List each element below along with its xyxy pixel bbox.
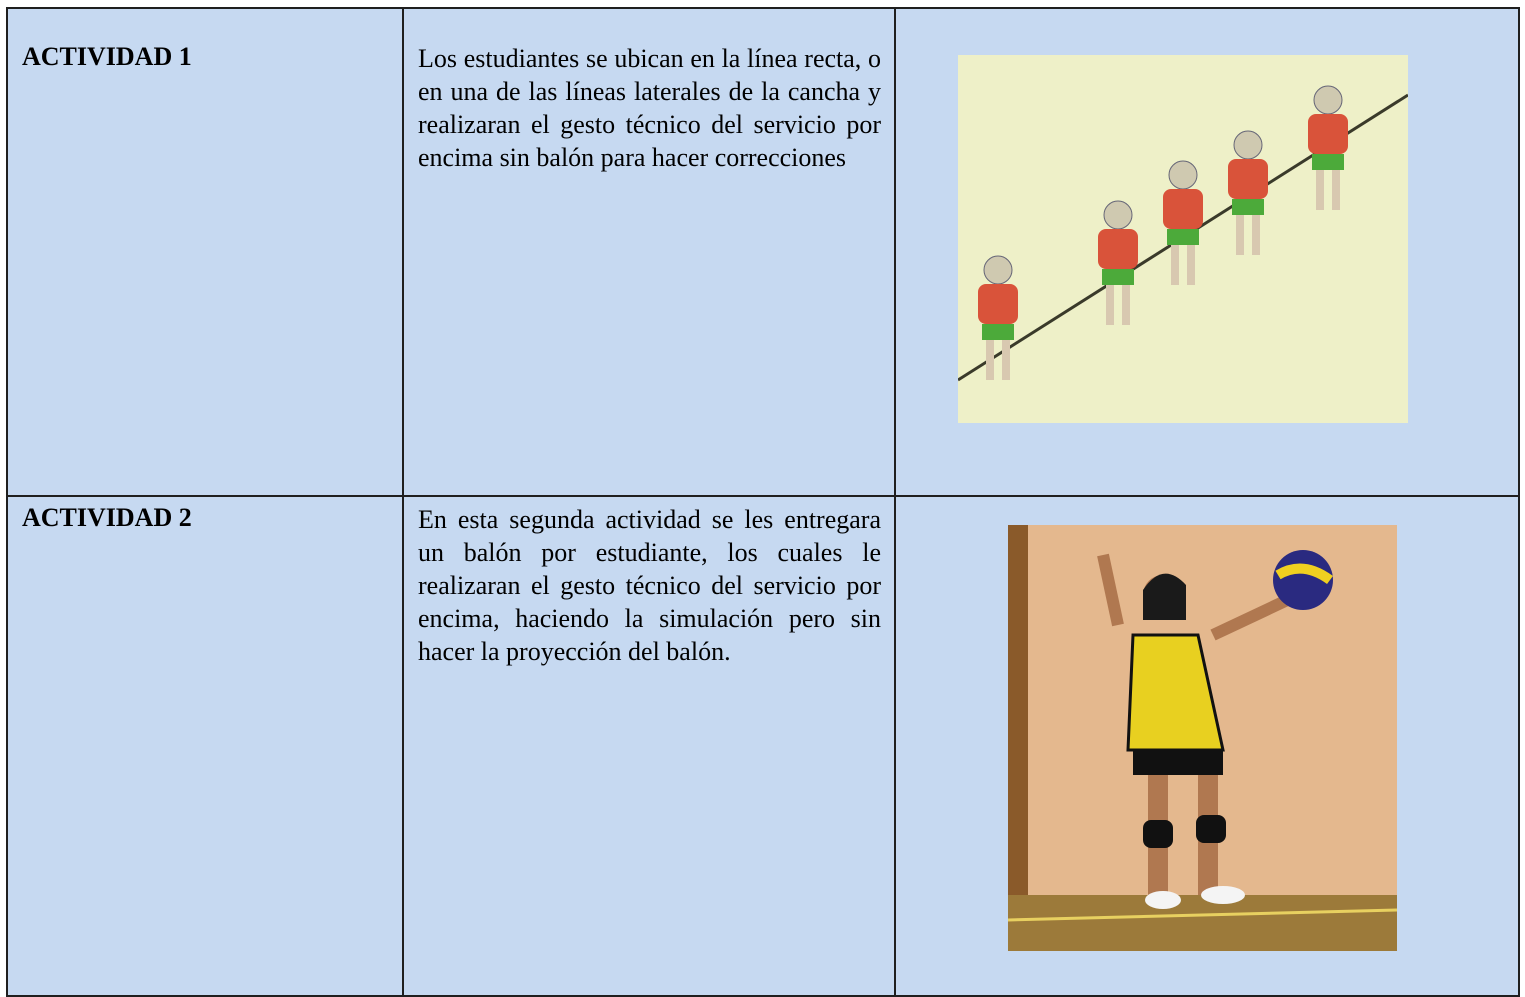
activity-label: ACTIVIDAD 1 <box>22 42 192 71</box>
volleyball-player-image <box>1008 525 1397 951</box>
activity-description: En esta segunda actividad se les entrega… <box>418 505 881 666</box>
activity-label: ACTIVIDAD 2 <box>22 503 192 532</box>
line-of-students-image <box>958 55 1408 423</box>
activity-description: Los estudiantes se ubican en la línea re… <box>418 44 881 172</box>
column-border <box>402 7 404 997</box>
column-border <box>894 7 896 997</box>
row-border <box>6 495 1520 497</box>
